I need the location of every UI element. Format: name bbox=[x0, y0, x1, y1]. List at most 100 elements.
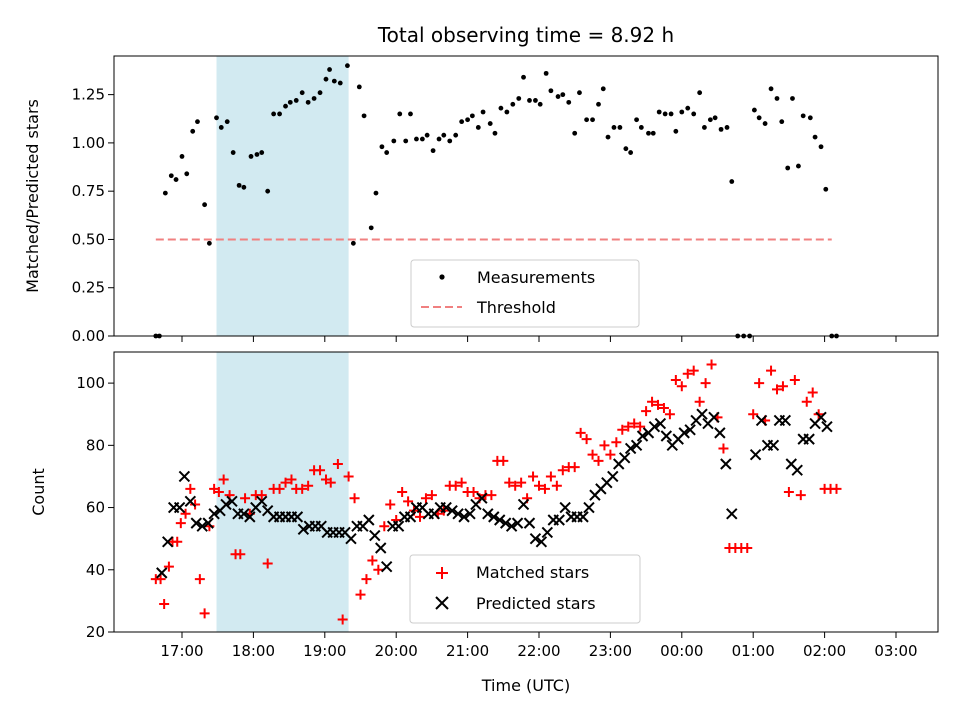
predicted-star-point bbox=[583, 501, 595, 514]
predicted-star-point bbox=[369, 529, 381, 542]
matched-star-point bbox=[706, 359, 717, 370]
measurement-point bbox=[337, 80, 343, 86]
measurement-point bbox=[818, 144, 824, 150]
matched-star-point bbox=[534, 480, 544, 491]
measurement-point bbox=[311, 96, 317, 101]
matched-star-point bbox=[551, 480, 562, 491]
bottom-y-label: Count bbox=[29, 468, 48, 516]
matched-star-point bbox=[516, 477, 527, 488]
measurement-point bbox=[436, 136, 442, 142]
matched-star-point bbox=[256, 490, 267, 501]
matched-star-point bbox=[635, 421, 646, 432]
predicted-star-point bbox=[529, 532, 542, 545]
measurement-point bbox=[305, 99, 311, 105]
measurement-point bbox=[331, 78, 337, 84]
matched-star-point bbox=[235, 549, 246, 560]
measurement-point bbox=[373, 190, 379, 196]
predicted-star-point bbox=[511, 517, 524, 529]
measurement-point bbox=[214, 115, 219, 121]
measurement-point bbox=[768, 86, 774, 92]
matched-star-point bbox=[754, 378, 765, 389]
predicted-star-point bbox=[190, 517, 202, 529]
predicted-star-point bbox=[720, 458, 732, 470]
measurement-point bbox=[179, 154, 185, 159]
measurement-point bbox=[685, 105, 691, 111]
matched-star-point bbox=[557, 465, 568, 476]
measurement-point bbox=[543, 70, 549, 76]
bottom-legend: Matched stars Predicted stars bbox=[409, 554, 641, 624]
matched-star-point bbox=[303, 480, 314, 491]
measurement-point bbox=[623, 146, 629, 152]
matched-star-point bbox=[262, 558, 273, 569]
measurement-point bbox=[224, 119, 230, 125]
measurement-point bbox=[712, 115, 718, 121]
predicted-star-point bbox=[446, 504, 458, 517]
predicted-star-points bbox=[156, 408, 833, 579]
matched-star-point bbox=[545, 471, 556, 482]
matched-star-point bbox=[807, 387, 818, 398]
predicted-star-point bbox=[535, 536, 548, 548]
predicted-star-point bbox=[440, 501, 452, 514]
measurement-point bbox=[785, 165, 791, 171]
measurement-point bbox=[790, 96, 795, 101]
measurement-point bbox=[548, 88, 554, 94]
top-y-axis: 0.00 0.25 0.50 0.75 1.00 1.25 bbox=[72, 86, 114, 345]
predicted-star-point bbox=[779, 414, 792, 427]
matched-star-point bbox=[240, 493, 251, 504]
measurement-point bbox=[397, 111, 403, 117]
matched-star-point bbox=[653, 399, 663, 410]
measurement-point bbox=[345, 63, 350, 69]
matched-star-point bbox=[403, 496, 414, 507]
predicted-star-point bbox=[380, 560, 393, 573]
matched-star-point bbox=[504, 477, 515, 488]
measurement-point bbox=[679, 109, 685, 115]
matched-star-point bbox=[795, 490, 806, 501]
x-tick-label: 00:00 bbox=[660, 642, 703, 660]
measurement-point bbox=[447, 138, 453, 144]
measurement-point bbox=[265, 188, 271, 194]
predicted-star-point bbox=[256, 495, 268, 508]
measurement-point bbox=[800, 113, 806, 119]
measurement-point bbox=[459, 119, 465, 125]
matched-star-point bbox=[694, 396, 705, 407]
matched-star-point bbox=[718, 443, 729, 454]
measurement-point bbox=[646, 130, 651, 136]
measurement-point bbox=[756, 115, 762, 121]
predicted-star-point bbox=[476, 492, 488, 504]
measurement-point bbox=[259, 150, 265, 155]
matched-star-point bbox=[190, 499, 201, 510]
measurement-point bbox=[656, 109, 662, 115]
top-y-label: Matched/Predicted stars bbox=[23, 99, 42, 293]
measurement-point bbox=[190, 128, 196, 134]
y-tick-label: 1.25 bbox=[72, 86, 105, 104]
x-tick-label: 21:00 bbox=[446, 642, 489, 660]
matched-star-point bbox=[599, 440, 610, 451]
measurement-point bbox=[168, 173, 174, 179]
measurement-point bbox=[453, 132, 459, 138]
measurement-point bbox=[516, 96, 522, 101]
measurement-point bbox=[391, 138, 397, 144]
measurement-point bbox=[560, 92, 566, 98]
matched-star-point bbox=[297, 483, 308, 494]
measurement-point bbox=[729, 179, 735, 184]
measurement-point bbox=[650, 130, 656, 136]
measurement-point bbox=[605, 134, 611, 140]
measurement-point bbox=[527, 98, 532, 103]
measurement-point bbox=[617, 125, 623, 130]
measurement-point bbox=[173, 177, 179, 182]
predicted-star-point bbox=[624, 442, 637, 455]
measurement-point bbox=[248, 154, 254, 159]
matched-star-point bbox=[831, 483, 842, 494]
matched-star-point bbox=[658, 403, 669, 413]
predicted-star-point bbox=[803, 433, 815, 445]
matched-star-point bbox=[789, 375, 800, 385]
predicted-star-point bbox=[208, 508, 220, 520]
measurement-point bbox=[356, 84, 362, 90]
measurement-point bbox=[236, 182, 242, 188]
measurement-point bbox=[662, 111, 668, 117]
predicted-star-point bbox=[749, 448, 762, 461]
measurement-point bbox=[299, 90, 305, 96]
top-axes-frame bbox=[113, 55, 939, 337]
measurement-point bbox=[634, 117, 639, 123]
predicted-star-point bbox=[173, 501, 186, 514]
